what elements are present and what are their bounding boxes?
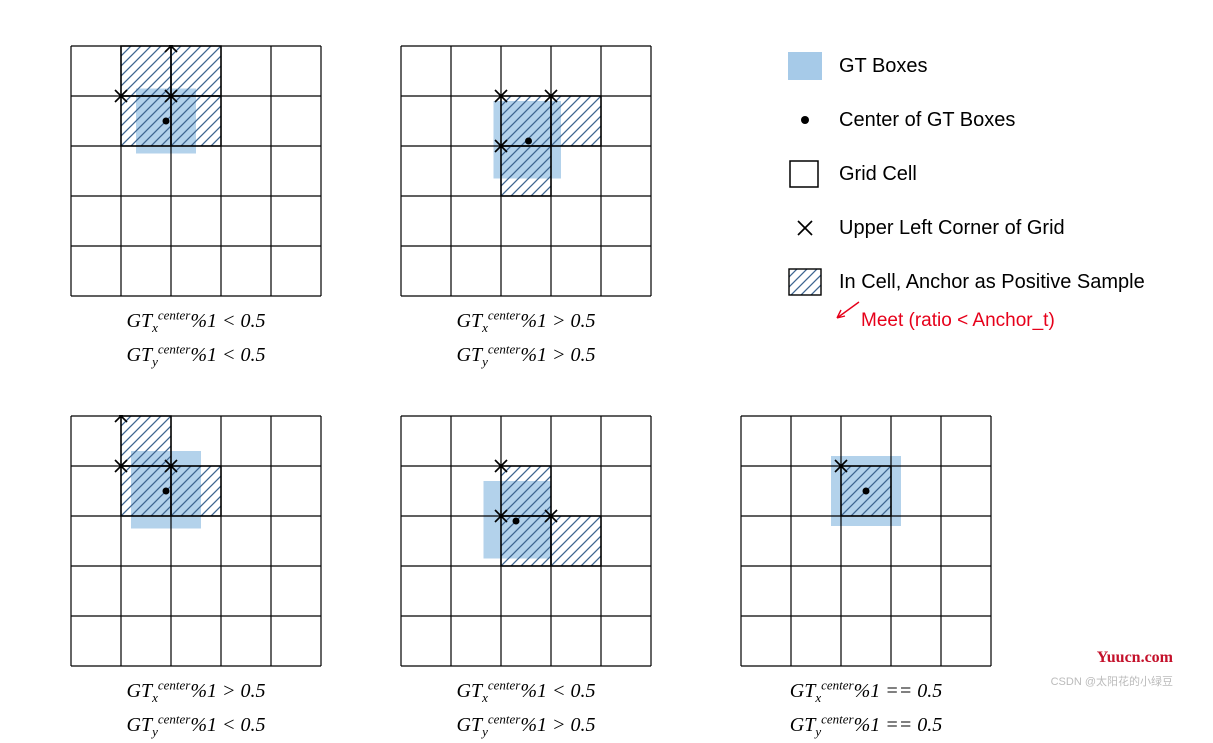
legend-label: GT Boxes (839, 55, 928, 78)
legend-item-dot: Center of GT Boxes (785, 104, 1145, 136)
hatch-icon (785, 266, 825, 298)
legend-label: Grid Cell (839, 163, 917, 186)
grid-panel-3: GTxcenter%1 < 0.5 GTycenter%1 > 0.5 (400, 415, 652, 743)
watermark-site: Yuucn.com (1097, 649, 1173, 667)
legend-label: Center of GT Boxes (839, 109, 1015, 132)
grid-panel-2: GTxcenter%1 > 0.5 GTycenter%1 < 0.5 (70, 415, 322, 743)
panel-caption: GTxcenter%1 < 0.5 GTycenter%1 > 0.5 (400, 675, 652, 743)
grid-panel-1: GTxcenter%1 > 0.5 GTycenter%1 > 0.5 (400, 45, 652, 373)
legend: GT Boxes Center of GT Boxes Grid Cell Up… (785, 50, 1145, 332)
cross-icon (785, 212, 825, 244)
cell-icon (785, 158, 825, 190)
panel-caption: GTxcenter%1 == 0.5 GTycenter%1 == 0.5 (740, 675, 992, 743)
grid-svg (740, 415, 992, 667)
grid-svg (70, 415, 322, 667)
grid-svg (400, 415, 652, 667)
legend-item-cell: Grid Cell (785, 158, 1145, 190)
watermark-author: CSDN @太阳花的小绿豆 (1051, 673, 1173, 689)
panel-caption: GTxcenter%1 > 0.5 GTycenter%1 > 0.5 (400, 305, 652, 373)
legend-item-cross: Upper Left Corner of Grid (785, 212, 1145, 244)
legend-meet: Meet (ratio < Anchor_t) (861, 310, 1145, 332)
legend-item-gt: GT Boxes (785, 50, 1145, 82)
panel-caption: GTxcenter%1 < 0.5 GTycenter%1 < 0.5 (70, 305, 322, 373)
grid-svg (400, 45, 652, 297)
legend-label: In Cell, Anchor as Positive Sample (839, 271, 1145, 294)
legend-item-hatch: In Cell, Anchor as Positive Sample (785, 266, 1145, 298)
legend-label: Upper Left Corner of Grid (839, 217, 1065, 240)
grid-svg (70, 45, 322, 297)
gt-icon (785, 50, 825, 82)
panel-caption: GTxcenter%1 > 0.5 GTycenter%1 < 0.5 (70, 675, 322, 743)
dot-icon (785, 104, 825, 136)
grid-panel-0: GTxcenter%1 < 0.5 GTycenter%1 < 0.5 (70, 45, 322, 373)
grid-panel-4: GTxcenter%1 == 0.5 GTycenter%1 == 0.5 (740, 415, 992, 743)
